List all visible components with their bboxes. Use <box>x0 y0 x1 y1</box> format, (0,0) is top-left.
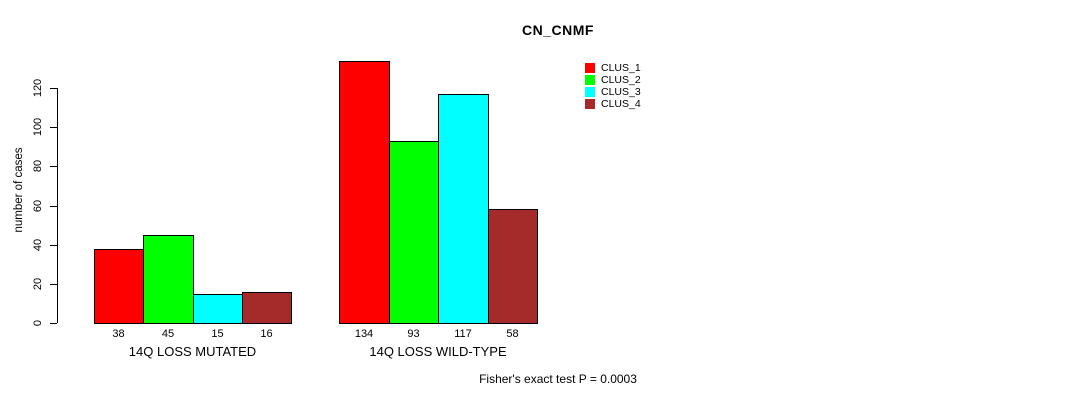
fisher-test-annotation: Fisher's exact test P = 0.0003 <box>479 372 637 386</box>
bar-clus_1-2 <box>339 61 390 324</box>
y-tick <box>50 88 57 89</box>
bar-clus_2-2 <box>389 141 439 324</box>
bar-value-label: 58 <box>506 328 519 340</box>
y-tick-label: 100 <box>32 117 44 137</box>
legend-label: CLUS_1 <box>601 62 641 74</box>
y-tick <box>50 166 57 167</box>
y-tick-label: 120 <box>32 78 44 98</box>
legend: CLUS_1 CLUS_2 CLUS_3 CLUS_4 <box>585 63 641 111</box>
legend-label: CLUS_2 <box>601 74 641 86</box>
bar-clus_2-1 <box>143 235 194 324</box>
bar-value-label: 134 <box>354 328 374 340</box>
y-tick <box>50 127 57 128</box>
bar-value-label: 93 <box>407 328 420 340</box>
category-label: 14Q LOSS WILD-TYPE <box>369 344 507 359</box>
legend-item-clus_4: CLUS_4 <box>585 99 641 109</box>
y-axis-label: number of cases <box>13 147 25 233</box>
y-tick <box>50 323 57 324</box>
y-axis-line <box>57 88 58 323</box>
legend-label: CLUS_4 <box>601 98 641 110</box>
legend-swatch-clus_4 <box>585 99 595 109</box>
legend-item-clus_3: CLUS_3 <box>585 87 641 97</box>
y-tick-label: 80 <box>32 159 44 173</box>
bar-clus_3-2 <box>438 94 489 324</box>
y-tick-label: 0 <box>32 319 44 327</box>
legend-swatch-clus_1 <box>585 63 595 73</box>
y-tick <box>50 245 57 246</box>
y-tick-label: 40 <box>32 238 44 252</box>
bar-value-label: 117 <box>454 328 472 340</box>
bar-value-label: 15 <box>211 328 224 340</box>
bar-clus_4-2 <box>488 209 538 324</box>
bar-clus_1-1 <box>94 249 144 324</box>
y-tick-label: 60 <box>32 199 44 213</box>
bar-clus_3-1 <box>193 294 243 324</box>
legend-label: CLUS_3 <box>601 86 641 98</box>
bar-value-label: 16 <box>260 328 273 340</box>
bar-value-label: 45 <box>161 328 175 340</box>
bar-value-label: 38 <box>112 328 125 340</box>
bar-clus_4-1 <box>242 292 292 324</box>
legend-item-clus_1: CLUS_1 <box>585 63 641 73</box>
chart-title: CN_CNMF <box>522 22 594 38</box>
y-tick-label: 20 <box>32 277 44 291</box>
legend-swatch-clus_2 <box>585 75 595 85</box>
y-tick <box>50 284 57 285</box>
legend-item-clus_2: CLUS_2 <box>585 75 641 85</box>
category-label: 14Q LOSS MUTATED <box>128 344 257 359</box>
y-tick <box>50 206 57 207</box>
legend-swatch-clus_3 <box>585 87 595 97</box>
